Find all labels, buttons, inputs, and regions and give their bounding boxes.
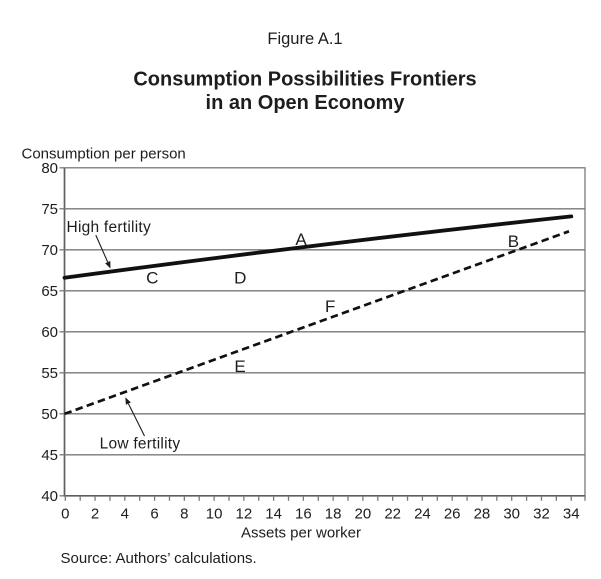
svg-text:High fertility: High fertility — [67, 219, 151, 236]
svg-text:Assets per worker: Assets per worker — [241, 525, 361, 542]
svg-text:16: 16 — [295, 505, 312, 522]
svg-text:14: 14 — [265, 505, 282, 522]
svg-text:22: 22 — [384, 505, 401, 522]
svg-text:26: 26 — [444, 505, 461, 522]
svg-text:18: 18 — [325, 505, 342, 522]
svg-text:70: 70 — [41, 242, 58, 259]
svg-text:E: E — [234, 357, 245, 376]
svg-text:10: 10 — [206, 505, 223, 522]
svg-text:55: 55 — [41, 365, 58, 382]
svg-text:A: A — [295, 230, 307, 249]
svg-text:D: D — [234, 268, 246, 287]
svg-text:20: 20 — [355, 505, 372, 522]
svg-text:B: B — [508, 232, 519, 251]
svg-text:32: 32 — [533, 505, 550, 522]
svg-text:65: 65 — [41, 283, 58, 300]
svg-text:12: 12 — [236, 505, 253, 522]
svg-text:C: C — [146, 268, 158, 287]
svg-text:24: 24 — [414, 505, 431, 522]
svg-text:in an Open Economy: in an Open Economy — [206, 92, 406, 114]
svg-text:2: 2 — [91, 505, 99, 522]
svg-text:Consumption per person: Consumption per person — [22, 145, 186, 162]
svg-text:6: 6 — [150, 505, 158, 522]
svg-text:Source: Authors’ calculations.: Source: Authors’ calculations. — [61, 550, 257, 567]
svg-text:50: 50 — [41, 406, 58, 423]
svg-text:34: 34 — [563, 505, 580, 522]
svg-text:75: 75 — [41, 201, 58, 218]
svg-text:4: 4 — [121, 505, 129, 522]
svg-text:80: 80 — [41, 160, 58, 177]
svg-text:45: 45 — [41, 447, 58, 464]
svg-text:0: 0 — [61, 505, 69, 522]
svg-text:30: 30 — [503, 505, 520, 522]
svg-text:Figure A.1: Figure A.1 — [267, 30, 342, 48]
svg-text:Consumption Possibilities Fron: Consumption Possibilities Frontiers — [133, 69, 476, 91]
svg-text:F: F — [325, 297, 335, 316]
svg-text:Low fertility: Low fertility — [100, 436, 181, 453]
svg-text:60: 60 — [41, 324, 58, 341]
svg-text:28: 28 — [474, 505, 491, 522]
svg-text:8: 8 — [180, 505, 188, 522]
svg-text:40: 40 — [41, 488, 58, 505]
